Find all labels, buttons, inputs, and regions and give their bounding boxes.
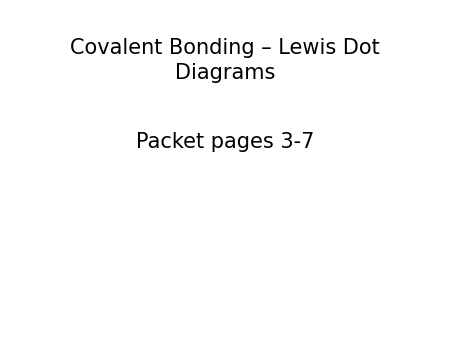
- Text: Covalent Bonding – Lewis Dot
Diagrams: Covalent Bonding – Lewis Dot Diagrams: [70, 39, 380, 83]
- Text: Packet pages 3-7: Packet pages 3-7: [136, 132, 314, 152]
